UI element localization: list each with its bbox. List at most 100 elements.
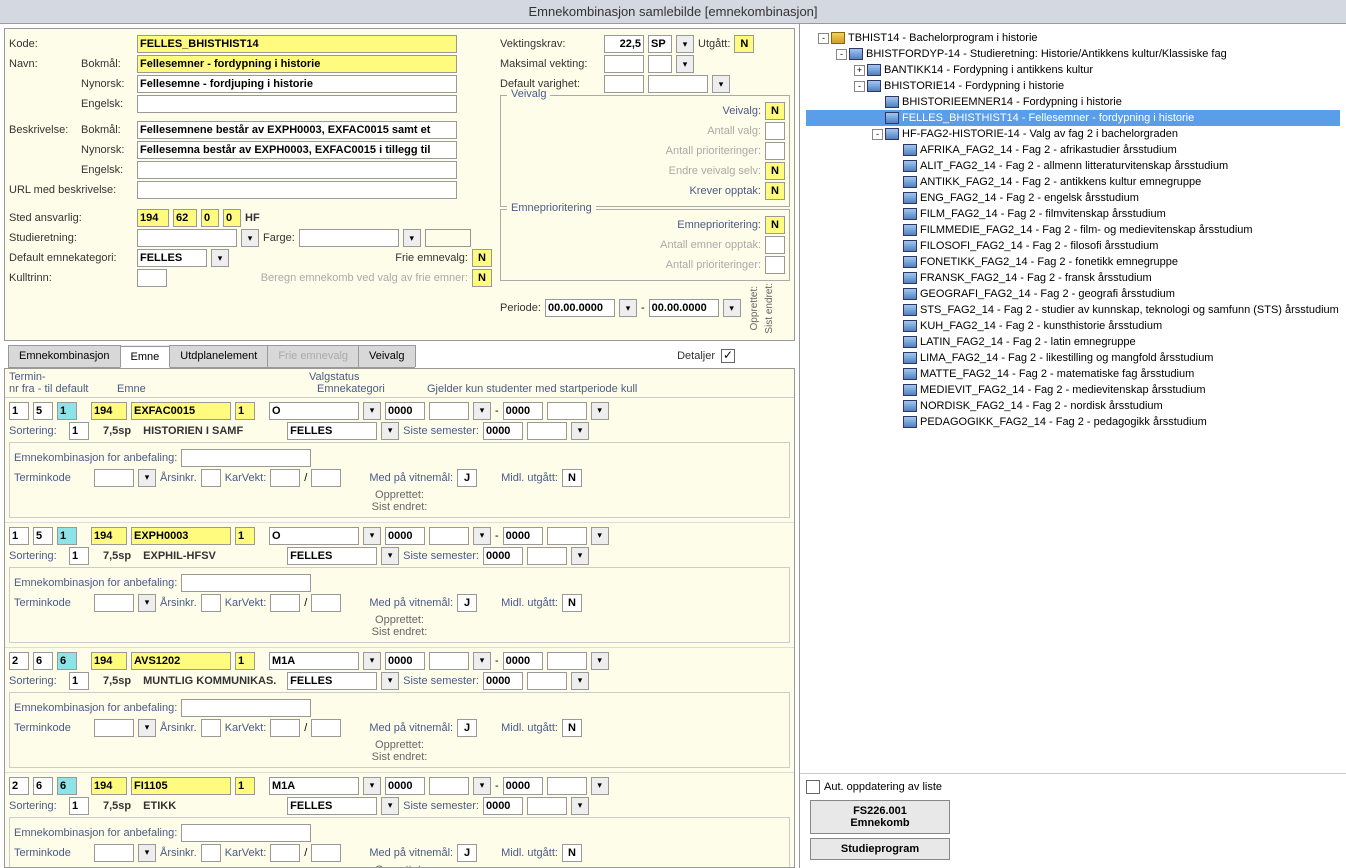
per-til2[interactable] — [547, 402, 587, 420]
terminkode-dd[interactable]: ▾ — [138, 844, 156, 862]
per1[interactable] — [545, 299, 615, 317]
emnekat-dd[interactable]: ▾ — [381, 672, 399, 690]
tree-toggle[interactable]: + — [854, 65, 865, 76]
emne-sted[interactable] — [91, 652, 127, 670]
valgstatus[interactable] — [269, 777, 359, 795]
midl-utgatt[interactable] — [562, 469, 582, 487]
siste-sem2[interactable] — [527, 672, 567, 690]
sortering[interactable] — [69, 797, 89, 815]
url-input[interactable] — [137, 181, 457, 199]
tree-item[interactable]: FILOSOFI_FAG2_14 - Fag 2 - filosofi årss… — [806, 238, 1340, 254]
sp-input[interactable] — [648, 35, 672, 53]
defvar2[interactable] — [648, 75, 708, 93]
per-fra2[interactable] — [429, 777, 469, 795]
term-til[interactable] — [33, 402, 53, 420]
frie-valg[interactable] — [472, 249, 492, 267]
antvalg[interactable] — [765, 122, 785, 140]
tree-item[interactable]: FONETIKK_FAG2_14 - Fag 2 - fonetikk emne… — [806, 254, 1340, 270]
emnepri-v[interactable] — [765, 216, 785, 234]
tree-item[interactable]: NORDISK_FAG2_14 - Fag 2 - nordisk årsstu… — [806, 398, 1340, 414]
per-til[interactable] — [503, 652, 543, 670]
karvekt1[interactable] — [270, 469, 300, 487]
tree-item[interactable]: FILM_FAG2_14 - Fag 2 - filmvitenskap års… — [806, 206, 1340, 222]
siste-sem[interactable] — [483, 672, 523, 690]
siste-sem-dd[interactable]: ▾ — [571, 547, 589, 565]
emne-ver[interactable] — [235, 402, 255, 420]
tree-item[interactable]: BHISTORIEEMNER14 - Fordypning i historie — [806, 94, 1340, 110]
terminkode-dd[interactable]: ▾ — [138, 719, 156, 737]
per-fra2[interactable] — [429, 652, 469, 670]
krever-v[interactable] — [765, 182, 785, 200]
vitnemal[interactable] — [457, 594, 477, 612]
emnekat-dd[interactable]: ▾ — [381, 547, 399, 565]
sortering[interactable] — [69, 547, 89, 565]
emnekat[interactable] — [287, 547, 377, 565]
siste-sem-dd[interactable]: ▾ — [571, 797, 589, 815]
anbef-input[interactable] — [181, 824, 311, 842]
term-til[interactable] — [33, 652, 53, 670]
btn-studieprogram[interactable]: Studieprogram — [810, 838, 950, 860]
per-til-dd[interactable]: ▾ — [591, 402, 609, 420]
per-fra2[interactable] — [429, 527, 469, 545]
veivalg-v[interactable] — [765, 102, 785, 120]
tab-emne[interactable]: Emne — [120, 346, 171, 368]
tree-toggle[interactable]: - — [818, 33, 829, 44]
term-def[interactable] — [57, 402, 77, 420]
per-til[interactable] — [503, 402, 543, 420]
emne-ver[interactable] — [235, 777, 255, 795]
term-fra[interactable] — [9, 652, 29, 670]
tree-item[interactable]: MEDIEVIT_FAG2_14 - Fag 2 - medievitenska… — [806, 382, 1340, 398]
emne-ver[interactable] — [235, 652, 255, 670]
per-til[interactable] — [503, 777, 543, 795]
siste-sem-dd[interactable]: ▾ — [571, 422, 589, 440]
tree-view[interactable]: - TBHIST14 - Bachelorprogram i historie … — [800, 24, 1346, 773]
endre-v[interactable] — [765, 162, 785, 180]
besk-nynorsk[interactable] — [137, 141, 457, 159]
siste-sem-dd[interactable]: ▾ — [571, 672, 589, 690]
tree-item[interactable]: ALIT_FAG2_14 - Fag 2 - allmenn litteratu… — [806, 158, 1340, 174]
studieretning[interactable] — [137, 229, 237, 247]
siste-sem2[interactable] — [527, 547, 567, 565]
term-til[interactable] — [33, 527, 53, 545]
maks-input[interactable] — [604, 55, 644, 73]
per2[interactable] — [649, 299, 719, 317]
tree-toggle[interactable]: - — [854, 81, 865, 92]
term-def[interactable] — [57, 527, 77, 545]
arsinkr[interactable] — [201, 844, 221, 862]
anbef-input[interactable] — [181, 449, 311, 467]
per1-dd[interactable]: ▾ — [619, 299, 637, 317]
sortering[interactable] — [69, 422, 89, 440]
emnekat[interactable] — [287, 672, 377, 690]
tree-item[interactable]: FILMMEDIE_FAG2_14 - Fag 2 - film- og med… — [806, 222, 1340, 238]
arsinkr[interactable] — [201, 719, 221, 737]
defvar-dd[interactable]: ▾ — [712, 75, 730, 93]
terminkode[interactable] — [94, 594, 134, 612]
per-fra[interactable] — [385, 527, 425, 545]
valgstatus[interactable] — [269, 402, 359, 420]
term-til[interactable] — [33, 777, 53, 795]
kode-input[interactable] — [137, 35, 457, 53]
maks-dd[interactable]: ▾ — [676, 55, 694, 73]
per-fra-dd[interactable]: ▾ — [473, 777, 491, 795]
tree-item[interactable]: KUH_FAG2_14 - Fag 2 - kunsthistorie årss… — [806, 318, 1340, 334]
emne-kode[interactable] — [131, 402, 231, 420]
farge-dd[interactable]: ▾ — [403, 229, 421, 247]
btn-emnekomb[interactable]: FS226.001 Emnekomb — [810, 800, 950, 834]
farge[interactable] — [299, 229, 399, 247]
karvekt2[interactable] — [311, 469, 341, 487]
per-fra[interactable] — [385, 777, 425, 795]
per-fra-dd[interactable]: ▾ — [473, 402, 491, 420]
per2-dd[interactable]: ▾ — [723, 299, 741, 317]
per-til-dd[interactable]: ▾ — [591, 777, 609, 795]
valgstatus-dd[interactable]: ▾ — [363, 527, 381, 545]
tree-item[interactable]: ANTIKK_FAG2_14 - Fag 2 - antikkens kultu… — [806, 174, 1340, 190]
tab-veivalg[interactable]: Veivalg — [358, 345, 415, 367]
sp-dd[interactable]: ▾ — [676, 35, 694, 53]
emne-kode[interactable] — [131, 777, 231, 795]
emnekat[interactable] — [287, 422, 377, 440]
tree-item[interactable]: - HF-FAG2-HISTORIE-14 - Valg av fag 2 i … — [806, 126, 1340, 142]
arsinkr[interactable] — [201, 594, 221, 612]
per-til2[interactable] — [547, 527, 587, 545]
default-kat-dd[interactable]: ▾ — [211, 249, 229, 267]
emne-sted[interactable] — [91, 527, 127, 545]
